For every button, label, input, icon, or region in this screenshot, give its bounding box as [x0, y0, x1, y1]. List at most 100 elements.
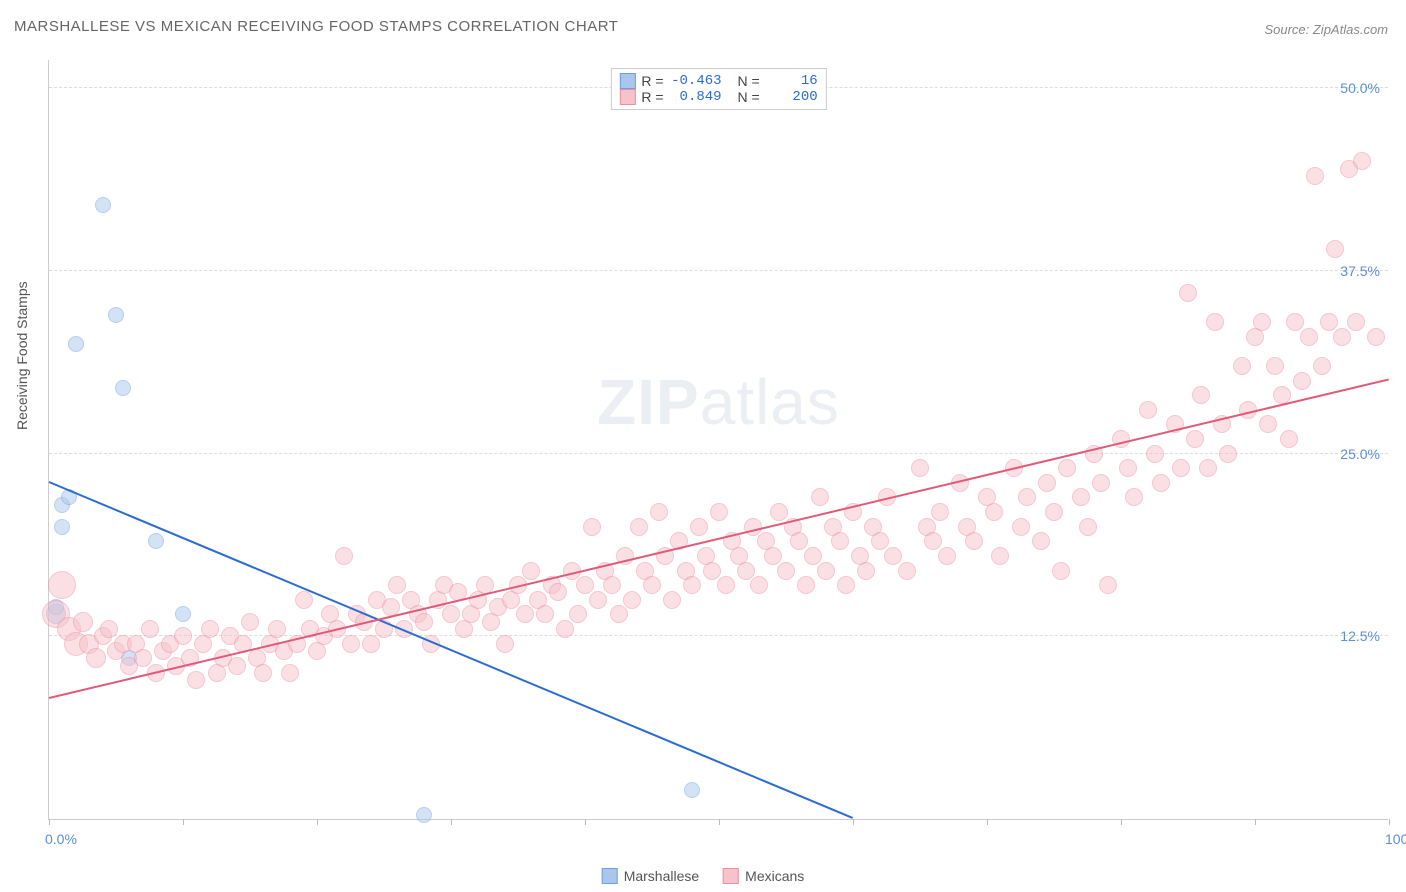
x-tick [1121, 819, 1122, 825]
data-point [643, 576, 661, 594]
data-point [1280, 430, 1298, 448]
x-tick [317, 819, 318, 825]
y-axis-label: Receiving Food Stamps [14, 281, 30, 430]
data-point [911, 459, 929, 477]
y-tick-label: 50.0% [1340, 80, 1380, 96]
data-point [1266, 357, 1284, 375]
n-label: N = [737, 89, 759, 105]
data-point [790, 532, 808, 550]
data-point [690, 518, 708, 536]
data-point [857, 562, 875, 580]
data-point [991, 547, 1009, 565]
data-point [1058, 459, 1076, 477]
legend-item-marshallese: Marshallese [602, 868, 699, 884]
data-point [1199, 459, 1217, 477]
data-point [1152, 474, 1170, 492]
data-point [871, 532, 889, 550]
data-point [516, 605, 534, 623]
data-point [1172, 459, 1190, 477]
data-point [134, 649, 152, 667]
x-tick [719, 819, 720, 825]
r-value-mexicans: 0.849 [670, 89, 722, 105]
data-point [1293, 372, 1311, 390]
data-point [115, 380, 131, 396]
x-tick-label: 100.0% [1385, 831, 1406, 847]
data-point [931, 503, 949, 521]
data-point [254, 664, 272, 682]
data-point [416, 807, 432, 823]
source-label: Source: ZipAtlas.com [1264, 22, 1388, 37]
x-tick [1255, 819, 1256, 825]
correlation-legend: R = -0.463 N = 16 R = 0.849 N = 200 [610, 68, 826, 110]
data-point [228, 657, 246, 675]
legend-row-mexicans: R = 0.849 N = 200 [619, 89, 817, 105]
data-point [623, 591, 641, 609]
data-point [965, 532, 983, 550]
data-point [583, 518, 601, 536]
data-point [342, 635, 360, 653]
data-point [710, 503, 728, 521]
data-point [717, 576, 735, 594]
data-point [1038, 474, 1056, 492]
data-point [1353, 152, 1371, 170]
gridline [49, 635, 1388, 636]
data-point [86, 648, 106, 668]
data-point [415, 613, 433, 631]
n-value-mexicans: 200 [766, 89, 818, 105]
series-legend: Marshallese Mexicans [602, 868, 805, 884]
r-value-marshallese: -0.463 [670, 73, 722, 89]
chart-title: MARSHALLESE VS MEXICAN RECEIVING FOOD ST… [14, 18, 618, 35]
data-point [764, 547, 782, 565]
data-point [650, 503, 668, 521]
data-point [663, 591, 681, 609]
data-point [48, 571, 76, 599]
data-point [1219, 445, 1237, 463]
y-tick-label: 12.5% [1340, 628, 1380, 644]
gridline [49, 270, 1388, 271]
data-point [589, 591, 607, 609]
data-point [175, 606, 191, 622]
data-point [1179, 284, 1197, 302]
data-point [804, 547, 822, 565]
data-point [837, 576, 855, 594]
data-point [777, 562, 795, 580]
x-tick [183, 819, 184, 825]
legend-label: Marshallese [624, 868, 699, 884]
data-point [536, 605, 554, 623]
legend-item-mexicans: Mexicans [723, 868, 804, 884]
data-point [1347, 313, 1365, 331]
data-point [1300, 328, 1318, 346]
data-point [1192, 386, 1210, 404]
data-point [108, 307, 124, 323]
x-tick [49, 819, 50, 825]
plot-area: ZIPatlas R = -0.463 N = 16 R = 0.849 N =… [48, 60, 1388, 820]
data-point [811, 488, 829, 506]
data-point [362, 635, 380, 653]
r-label: R = [641, 89, 663, 105]
data-point [610, 605, 628, 623]
x-tick [451, 819, 452, 825]
data-point [1306, 167, 1324, 185]
data-point [241, 613, 259, 631]
trend-line [49, 379, 1389, 700]
data-point [750, 576, 768, 594]
swatch-marshallese [602, 868, 618, 884]
swatch-mexicans [723, 868, 739, 884]
data-point [1326, 240, 1344, 258]
data-point [569, 605, 587, 623]
data-point [1233, 357, 1251, 375]
data-point [1186, 430, 1204, 448]
data-point [898, 562, 916, 580]
data-point [797, 576, 815, 594]
y-tick-label: 25.0% [1340, 446, 1380, 462]
data-point [924, 532, 942, 550]
y-tick-label: 37.5% [1340, 263, 1380, 279]
gridline [49, 453, 1388, 454]
x-tick [853, 819, 854, 825]
data-point [1099, 576, 1117, 594]
data-point [1125, 488, 1143, 506]
x-tick [987, 819, 988, 825]
data-point [496, 635, 514, 653]
data-point [1045, 503, 1063, 521]
data-point [174, 627, 192, 645]
